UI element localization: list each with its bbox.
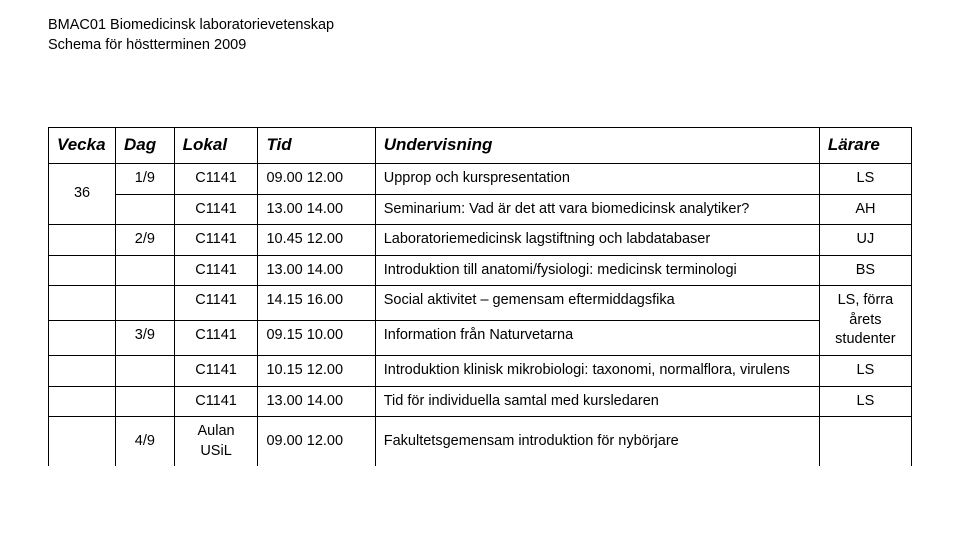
cell-tid: 10.15 12.00	[258, 356, 375, 387]
cell-lokal: C1141	[174, 255, 258, 286]
cell-vecka	[49, 386, 116, 417]
cell-lokal: C1141	[174, 164, 258, 195]
col-header-dag: Dag	[116, 128, 175, 164]
cell-dag	[116, 255, 175, 286]
doc-header-line1: BMAC01 Biomedicinsk laboratorievetenskap	[48, 16, 912, 36]
table-row: C1141 13.00 14.00 Tid för individuella s…	[49, 386, 912, 417]
cell-vecka	[49, 321, 116, 356]
cell-dag	[116, 286, 175, 321]
cell-dag: 4/9	[116, 417, 175, 467]
cell-larare: LS	[819, 356, 911, 387]
cell-vecka	[49, 417, 116, 467]
cell-larare	[819, 417, 911, 467]
cell-dag	[116, 356, 175, 387]
table-row: C1141 10.15 12.00 Introduktion klinisk m…	[49, 356, 912, 387]
schedule-table-wrap: Vecka Dag Lokal Tid Undervisning Lärare …	[48, 127, 912, 466]
cell-vecka	[49, 356, 116, 387]
cell-vecka	[49, 225, 116, 256]
cell-undervisning: Upprop och kurspresentation	[375, 164, 819, 195]
col-header-vecka: Vecka	[49, 128, 116, 164]
cell-larare: AH	[819, 194, 911, 225]
cell-undervisning: Seminarium: Vad är det att vara biomedic…	[375, 194, 819, 225]
cell-dag	[116, 386, 175, 417]
table-row: C1141 13.00 14.00 Seminarium: Vad är det…	[49, 194, 912, 225]
cell-lokal: C1141	[174, 356, 258, 387]
cell-lokal: C1141	[174, 386, 258, 417]
table-row: 3/9 C1141 09.15 10.00 Information från N…	[49, 321, 912, 356]
schedule-table: Vecka Dag Lokal Tid Undervisning Lärare …	[48, 127, 912, 466]
cell-dag: 2/9	[116, 225, 175, 256]
cell-lokal: C1141	[174, 286, 258, 321]
cell-undervisning: Laboratoriemedicinsk lagstiftning och la…	[375, 225, 819, 256]
table-row: 4/9 Aulan USiL 09.00 12.00 Fakultetsgeme…	[49, 417, 912, 467]
col-header-larare: Lärare	[819, 128, 911, 164]
cell-lokal: C1141	[174, 225, 258, 256]
table-row: C1141 14.15 16.00 Social aktivitet – gem…	[49, 286, 912, 321]
cell-lokal: C1141	[174, 321, 258, 356]
cell-larare: LS, förra årets studenter	[819, 286, 911, 356]
cell-lokal: C1141	[174, 194, 258, 225]
cell-undervisning: Fakultetsgemensam introduktion för nybör…	[375, 417, 819, 467]
cell-lokal: Aulan USiL	[174, 417, 258, 467]
col-header-lokal: Lokal	[174, 128, 258, 164]
cell-tid: 09.15 10.00	[258, 321, 375, 356]
cell-tid: 13.00 14.00	[258, 386, 375, 417]
table-row: 2/9 C1141 10.45 12.00 Laboratoriemedicin…	[49, 225, 912, 256]
table-row: 36 1/9 C1141 09.00 12.00 Upprop och kurs…	[49, 164, 912, 195]
cell-vecka	[49, 286, 116, 321]
cell-undervisning: Introduktion till anatomi/fysiologi: med…	[375, 255, 819, 286]
cell-undervisning: Social aktivitet – gemensam eftermiddags…	[375, 286, 819, 321]
cell-undervisning: Information från Naturvetarna	[375, 321, 819, 356]
cell-tid: 14.15 16.00	[258, 286, 375, 321]
col-header-tid: Tid	[258, 128, 375, 164]
page: BMAC01 Biomedicinsk laboratorievetenskap…	[0, 0, 960, 466]
cell-tid: 13.00 14.00	[258, 194, 375, 225]
cell-tid: 13.00 14.00	[258, 255, 375, 286]
cell-larare: LS	[819, 386, 911, 417]
cell-tid: 10.45 12.00	[258, 225, 375, 256]
cell-larare: UJ	[819, 225, 911, 256]
cell-vecka: 36	[49, 164, 116, 225]
cell-vecka	[49, 255, 116, 286]
table-row: C1141 13.00 14.00 Introduktion till anat…	[49, 255, 912, 286]
col-header-undervisning: Undervisning	[375, 128, 819, 164]
cell-undervisning: Tid för individuella samtal med kursleda…	[375, 386, 819, 417]
table-header-row: Vecka Dag Lokal Tid Undervisning Lärare	[49, 128, 912, 164]
cell-larare: BS	[819, 255, 911, 286]
cell-dag	[116, 194, 175, 225]
doc-header-line2: Schema för höstterminen 2009	[48, 36, 912, 56]
cell-larare: LS	[819, 164, 911, 195]
cell-undervisning: Introduktion klinisk mikrobiologi: taxon…	[375, 356, 819, 387]
cell-tid: 09.00 12.00	[258, 417, 375, 467]
cell-dag: 1/9	[116, 164, 175, 195]
cell-tid: 09.00 12.00	[258, 164, 375, 195]
cell-dag: 3/9	[116, 321, 175, 356]
